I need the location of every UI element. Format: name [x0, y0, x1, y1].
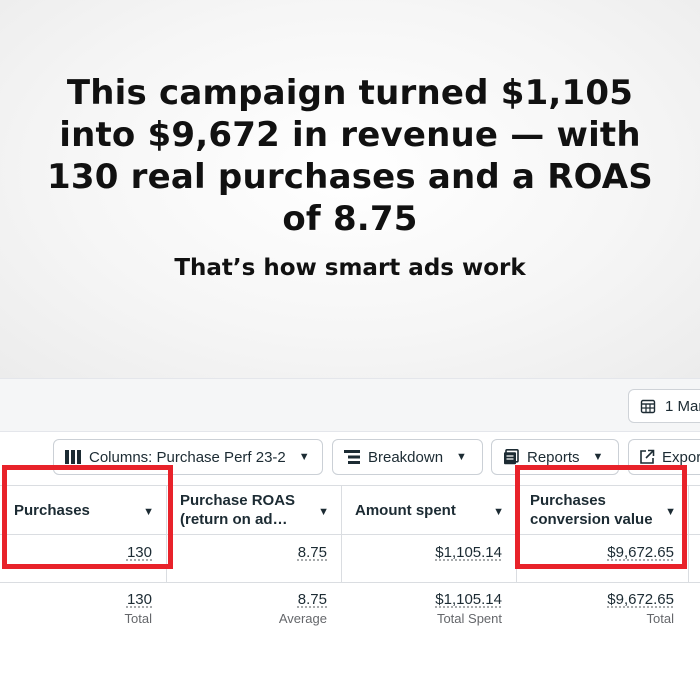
summary-cell: $9,672.65 Total [516, 591, 688, 626]
sort-caret-icon: ▼ [318, 506, 329, 518]
ads-manager-screenshot: 1 Mar Columns: Purchase Perf 23-2 ▼ Brea… [0, 378, 700, 700]
summary-value: $9,672.65 [607, 591, 674, 608]
breakdown-label: Breakdown [368, 448, 444, 466]
reports-button[interactable]: Reports ▼ [491, 439, 619, 475]
sort-caret-icon: ▼ [665, 506, 676, 518]
divider [688, 485, 689, 582]
table-cell[interactable]: 8.75 [166, 544, 341, 561]
subheadline: That’s how smart ads work [174, 255, 526, 281]
columns-icon [64, 448, 82, 466]
summary-label: Average [278, 611, 327, 626]
chevron-down-icon: ▼ [456, 451, 467, 463]
reports-icon [502, 448, 520, 466]
column-header-label: Purchases [14, 502, 90, 519]
column-header-conversion-value[interactable]: Purchases conversion value ▼ [516, 485, 688, 535]
divider [0, 485, 700, 486]
cell-value: $9,672.65 [607, 544, 674, 561]
export-icon [639, 448, 655, 466]
breakdown-button[interactable]: Breakdown ▼ [332, 439, 483, 475]
chevron-down-icon: ▼ [298, 451, 310, 463]
column-header-label: Amount spent [355, 502, 456, 519]
column-header-amount-spent[interactable]: Amount spent ▼ [341, 485, 516, 535]
export-button[interactable]: Export [628, 439, 700, 475]
hero-banner: This campaign turned $1,105 into $9,672 … [0, 0, 700, 378]
summary-label: Total Spent [436, 611, 502, 626]
top-bar: 1 Mar [0, 378, 700, 432]
column-header-roas[interactable]: Purchase ROAS (return on ad… ▼ [166, 485, 341, 535]
column-header-label: Purchase ROAS (return on ad… [180, 492, 296, 528]
divider [0, 534, 700, 535]
divider [341, 485, 342, 582]
results-table: Purchases ▼ Purchase ROAS (return on ad…… [0, 465, 700, 645]
sort-caret-icon: ▼ [493, 506, 504, 518]
headline: This campaign turned $1,105 into $9,672 … [47, 73, 653, 239]
table-cell[interactable]: $1,105.14 [341, 544, 516, 561]
date-range-label: 1 Mar [665, 397, 700, 415]
cell-value: $1,105.14 [435, 544, 502, 561]
summary-value: 8.75 [297, 591, 327, 608]
cell-value: 8.75 [297, 544, 327, 561]
table-cell[interactable]: 130 [0, 544, 166, 561]
columns-button[interactable]: Columns: Purchase Perf 23-2 ▼ [53, 439, 323, 475]
columns-label: Columns: Purchase Perf 23-2 [89, 448, 286, 466]
table-cell[interactable]: $9,672.65 [516, 544, 688, 561]
column-header-purchases[interactable]: Purchases ▼ [0, 485, 166, 535]
chevron-down-icon: ▼ [592, 451, 604, 463]
cell-value: 130 [126, 544, 152, 561]
summary-cell: 130 Total [0, 591, 166, 626]
sort-caret-icon: ▼ [143, 506, 154, 518]
date-range-button[interactable]: 1 Mar [628, 389, 700, 423]
divider [0, 582, 700, 583]
summary-cell: 8.75 Average [166, 591, 341, 626]
divider [166, 485, 167, 582]
summary-value: 130 [126, 591, 152, 608]
calendar-icon [639, 397, 657, 415]
export-label: Export [662, 448, 700, 466]
reports-label: Reports [527, 448, 580, 466]
summary-label: Total [124, 611, 152, 626]
summary-label: Total [646, 611, 674, 626]
summary-value: $1,105.14 [435, 591, 502, 608]
summary-cell: $1,105.14 Total Spent [341, 591, 516, 626]
column-header-label: Purchases conversion value [530, 492, 653, 528]
breakdown-icon [343, 448, 361, 466]
